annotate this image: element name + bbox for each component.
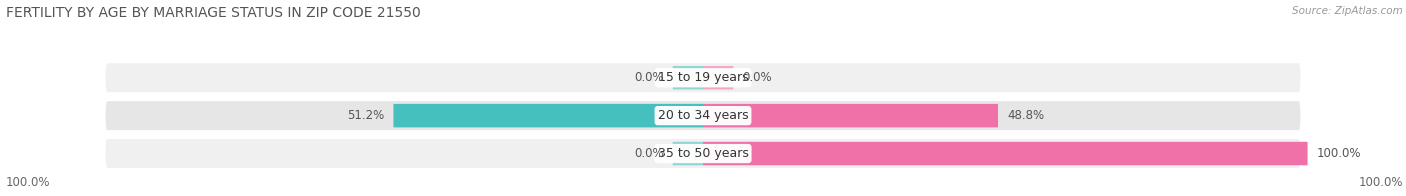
Text: 100.0%: 100.0% (6, 176, 51, 189)
FancyBboxPatch shape (394, 104, 703, 127)
Text: 100.0%: 100.0% (1358, 176, 1403, 189)
Text: 100.0%: 100.0% (1316, 147, 1361, 160)
Text: 0.0%: 0.0% (634, 147, 664, 160)
FancyBboxPatch shape (672, 66, 703, 90)
FancyBboxPatch shape (703, 66, 734, 90)
Text: 0.0%: 0.0% (634, 71, 664, 84)
FancyBboxPatch shape (703, 142, 1308, 165)
Text: Source: ZipAtlas.com: Source: ZipAtlas.com (1292, 6, 1403, 16)
Text: 51.2%: 51.2% (347, 109, 384, 122)
Text: 0.0%: 0.0% (742, 71, 772, 84)
FancyBboxPatch shape (104, 100, 1302, 131)
FancyBboxPatch shape (104, 138, 1302, 169)
FancyBboxPatch shape (104, 62, 1302, 93)
Text: 15 to 19 years: 15 to 19 years (658, 71, 748, 84)
Text: FERTILITY BY AGE BY MARRIAGE STATUS IN ZIP CODE 21550: FERTILITY BY AGE BY MARRIAGE STATUS IN Z… (6, 6, 420, 20)
Text: 20 to 34 years: 20 to 34 years (658, 109, 748, 122)
Text: 35 to 50 years: 35 to 50 years (658, 147, 748, 160)
FancyBboxPatch shape (672, 142, 703, 165)
FancyBboxPatch shape (703, 104, 998, 127)
Text: 48.8%: 48.8% (1007, 109, 1045, 122)
